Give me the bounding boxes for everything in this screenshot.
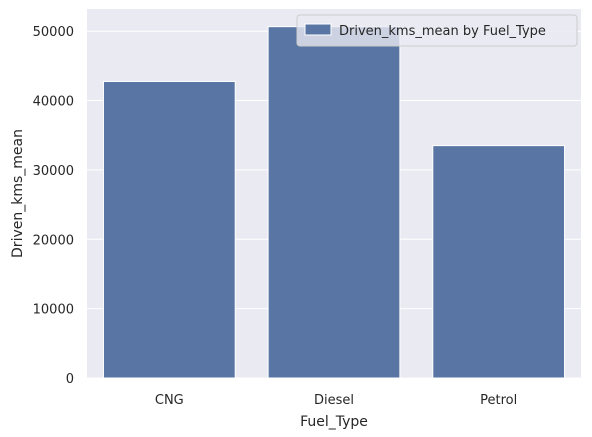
y-tick-label: 40000 bbox=[33, 95, 74, 110]
legend: Driven_kms_mean by Fuel_Type bbox=[297, 15, 577, 46]
x-tick-label: CNG bbox=[155, 393, 184, 408]
bar-cng bbox=[103, 81, 235, 378]
x-tick-label: Diesel bbox=[314, 393, 354, 408]
legend-label: Driven_kms_mean by Fuel_Type bbox=[339, 24, 546, 39]
x-axis-label: Fuel_Type bbox=[300, 414, 368, 430]
y-axis-label: Driven_kms_mean bbox=[10, 129, 26, 258]
y-tick-label: 50000 bbox=[33, 25, 74, 40]
y-tick-label: 20000 bbox=[33, 233, 74, 248]
y-tick-labels: 0 10000 20000 30000 40000 50000 bbox=[33, 25, 74, 387]
y-tick-label: 30000 bbox=[33, 164, 74, 179]
x-tick-labels: CNG Diesel Petrol bbox=[155, 393, 517, 408]
y-tick-label: 0 bbox=[66, 372, 74, 387]
y-tick-label: 10000 bbox=[33, 303, 74, 318]
bar-diesel bbox=[268, 27, 400, 378]
bar-petrol bbox=[433, 146, 565, 378]
x-tick-label: Petrol bbox=[480, 393, 517, 408]
legend-swatch bbox=[305, 24, 331, 35]
